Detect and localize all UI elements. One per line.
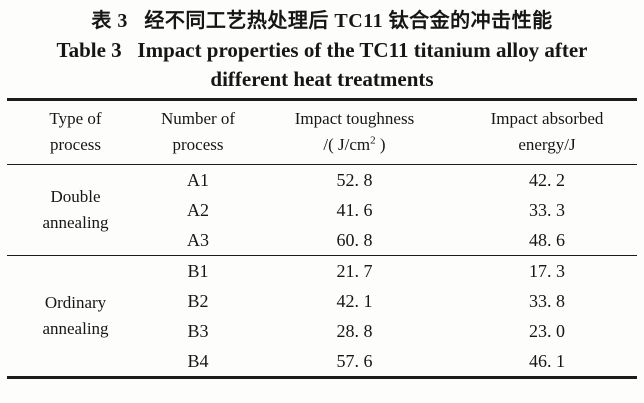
- process-type-line-2: annealing: [42, 213, 109, 232]
- col-header-impact-toughness: Impact toughness /( J/cm2 ): [252, 99, 457, 165]
- impact-toughness-cell: 57. 6: [336, 350, 373, 371]
- unit-suffix: ): [375, 135, 386, 154]
- process-number-cell: A1: [187, 169, 209, 190]
- impact-toughness-cell: 52. 8: [336, 169, 373, 190]
- impact-energy-cell: 33. 3: [529, 199, 565, 220]
- process-type-cell-double-annealing: Double annealing: [7, 165, 144, 256]
- process-type-cell-ordinary-annealing: Ordinary annealing: [7, 255, 144, 378]
- impact-energy-cell: 48. 6: [529, 229, 565, 250]
- unit-prefix: /( J/cm: [323, 135, 371, 154]
- header-line-1: Number of: [160, 109, 236, 128]
- header-line-2: process: [172, 135, 224, 154]
- table-row: B3 28. 8 23. 0: [7, 316, 637, 346]
- process-number-cell: B3: [187, 320, 209, 341]
- process-number-cell: A3: [187, 229, 209, 250]
- process-number-cell: B4: [187, 350, 209, 371]
- impact-toughness-cell: 28. 8: [336, 320, 373, 341]
- table-caption-english-line1: Table 3 Impact properties of the TC11 ti…: [56, 38, 588, 62]
- table-row: A2 41. 6 33. 3: [7, 195, 637, 225]
- table-row: B4 57. 6 46. 1: [7, 346, 637, 378]
- table-row: Ordinary annealing B1 21. 7 17. 3: [7, 255, 637, 378]
- header-unit-line: /( J/cm2 ): [252, 132, 457, 158]
- table-caption-english-line2: different heat treatments: [210, 67, 434, 91]
- process-type-line-2: annealing: [42, 319, 109, 338]
- header-line-2: energy/J: [518, 135, 576, 154]
- process-number-cell: B2: [187, 290, 209, 311]
- header-row: Type of process Number of process Impact…: [7, 99, 637, 165]
- impact-energy-cell: 23. 0: [529, 320, 565, 341]
- col-header-type-of-process: Type of process: [7, 99, 144, 165]
- impact-energy-cell: 46. 1: [529, 350, 565, 371]
- process-type-line-1: Ordinary: [44, 293, 107, 312]
- impact-toughness-cell: 60. 8: [336, 229, 373, 250]
- table-caption-chinese: 表 3 经不同工艺热处理后 TC11 钛合金的冲击性能: [91, 10, 553, 32]
- header-line-1: Impact toughness: [294, 109, 415, 128]
- process-number-cell: A2: [187, 199, 209, 220]
- header-line-2: process: [50, 135, 101, 154]
- impact-toughness-cell: 21. 7: [252, 255, 457, 286]
- unit-superscript: 2: [370, 134, 376, 147]
- impact-toughness-cell: 42. 1: [336, 290, 373, 311]
- header-line-1: Impact absorbed: [490, 109, 604, 128]
- impact-properties-table: Type of process Number of process Impact…: [7, 98, 637, 379]
- col-header-number-of-process: Number of process: [144, 99, 252, 165]
- table-row: B2 42. 1 33. 8: [7, 286, 637, 316]
- process-type-line-1: Double: [50, 187, 101, 206]
- impact-energy-cell: 42. 2: [529, 169, 565, 190]
- impact-energy-cell: 17. 3: [457, 255, 637, 286]
- impact-toughness-cell: 41. 6: [336, 199, 373, 220]
- col-header-impact-absorbed-energy: Impact absorbed energy/J: [457, 99, 637, 165]
- process-number-cell: B1: [144, 255, 252, 286]
- table-row: Double annealing A1 52. 8 42. 2: [7, 165, 637, 233]
- table-row: A3 60. 8 48. 6: [7, 225, 637, 256]
- header-line-1: Type of: [49, 109, 102, 128]
- impact-energy-cell: 33. 8: [529, 290, 565, 311]
